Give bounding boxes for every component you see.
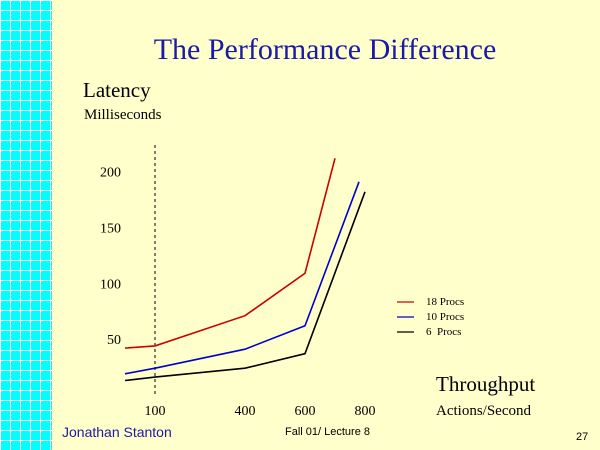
series-line-1 [124, 158, 336, 349]
x-axis-title: Throughput [436, 372, 536, 396]
y-tick-label: 150 [100, 222, 121, 237]
x-tick-label: 100 [145, 404, 166, 419]
legend-label-2: 10 Procs [426, 311, 464, 323]
x-tick-label: 600 [295, 404, 316, 419]
y-tick-label: 50 [107, 333, 121, 348]
y-axis-title: Latency [83, 78, 151, 102]
y-axis-units: Milliseconds [84, 107, 162, 123]
slide-title: The Performance Difference [153, 33, 497, 66]
y-tick-label: 200 [100, 166, 121, 181]
x-axis-units: Actions/Second [436, 403, 531, 419]
x-tick-label: 800 [355, 404, 376, 419]
x-tick-label: 400 [235, 404, 256, 419]
page-number: 27 [576, 431, 589, 443]
decorative-grid-band [0, 0, 52, 450]
y-tick-label: 100 [100, 277, 121, 292]
footer-author: Jonathan Stanton [62, 424, 172, 440]
legend-label-1: 18 Procs [426, 296, 464, 308]
footer-course: Fall 01/ Lecture 8 [285, 426, 370, 438]
legend-label-3: 6 Procs [426, 326, 461, 338]
series-line-2 [124, 181, 360, 375]
series-line-3 [124, 191, 366, 382]
